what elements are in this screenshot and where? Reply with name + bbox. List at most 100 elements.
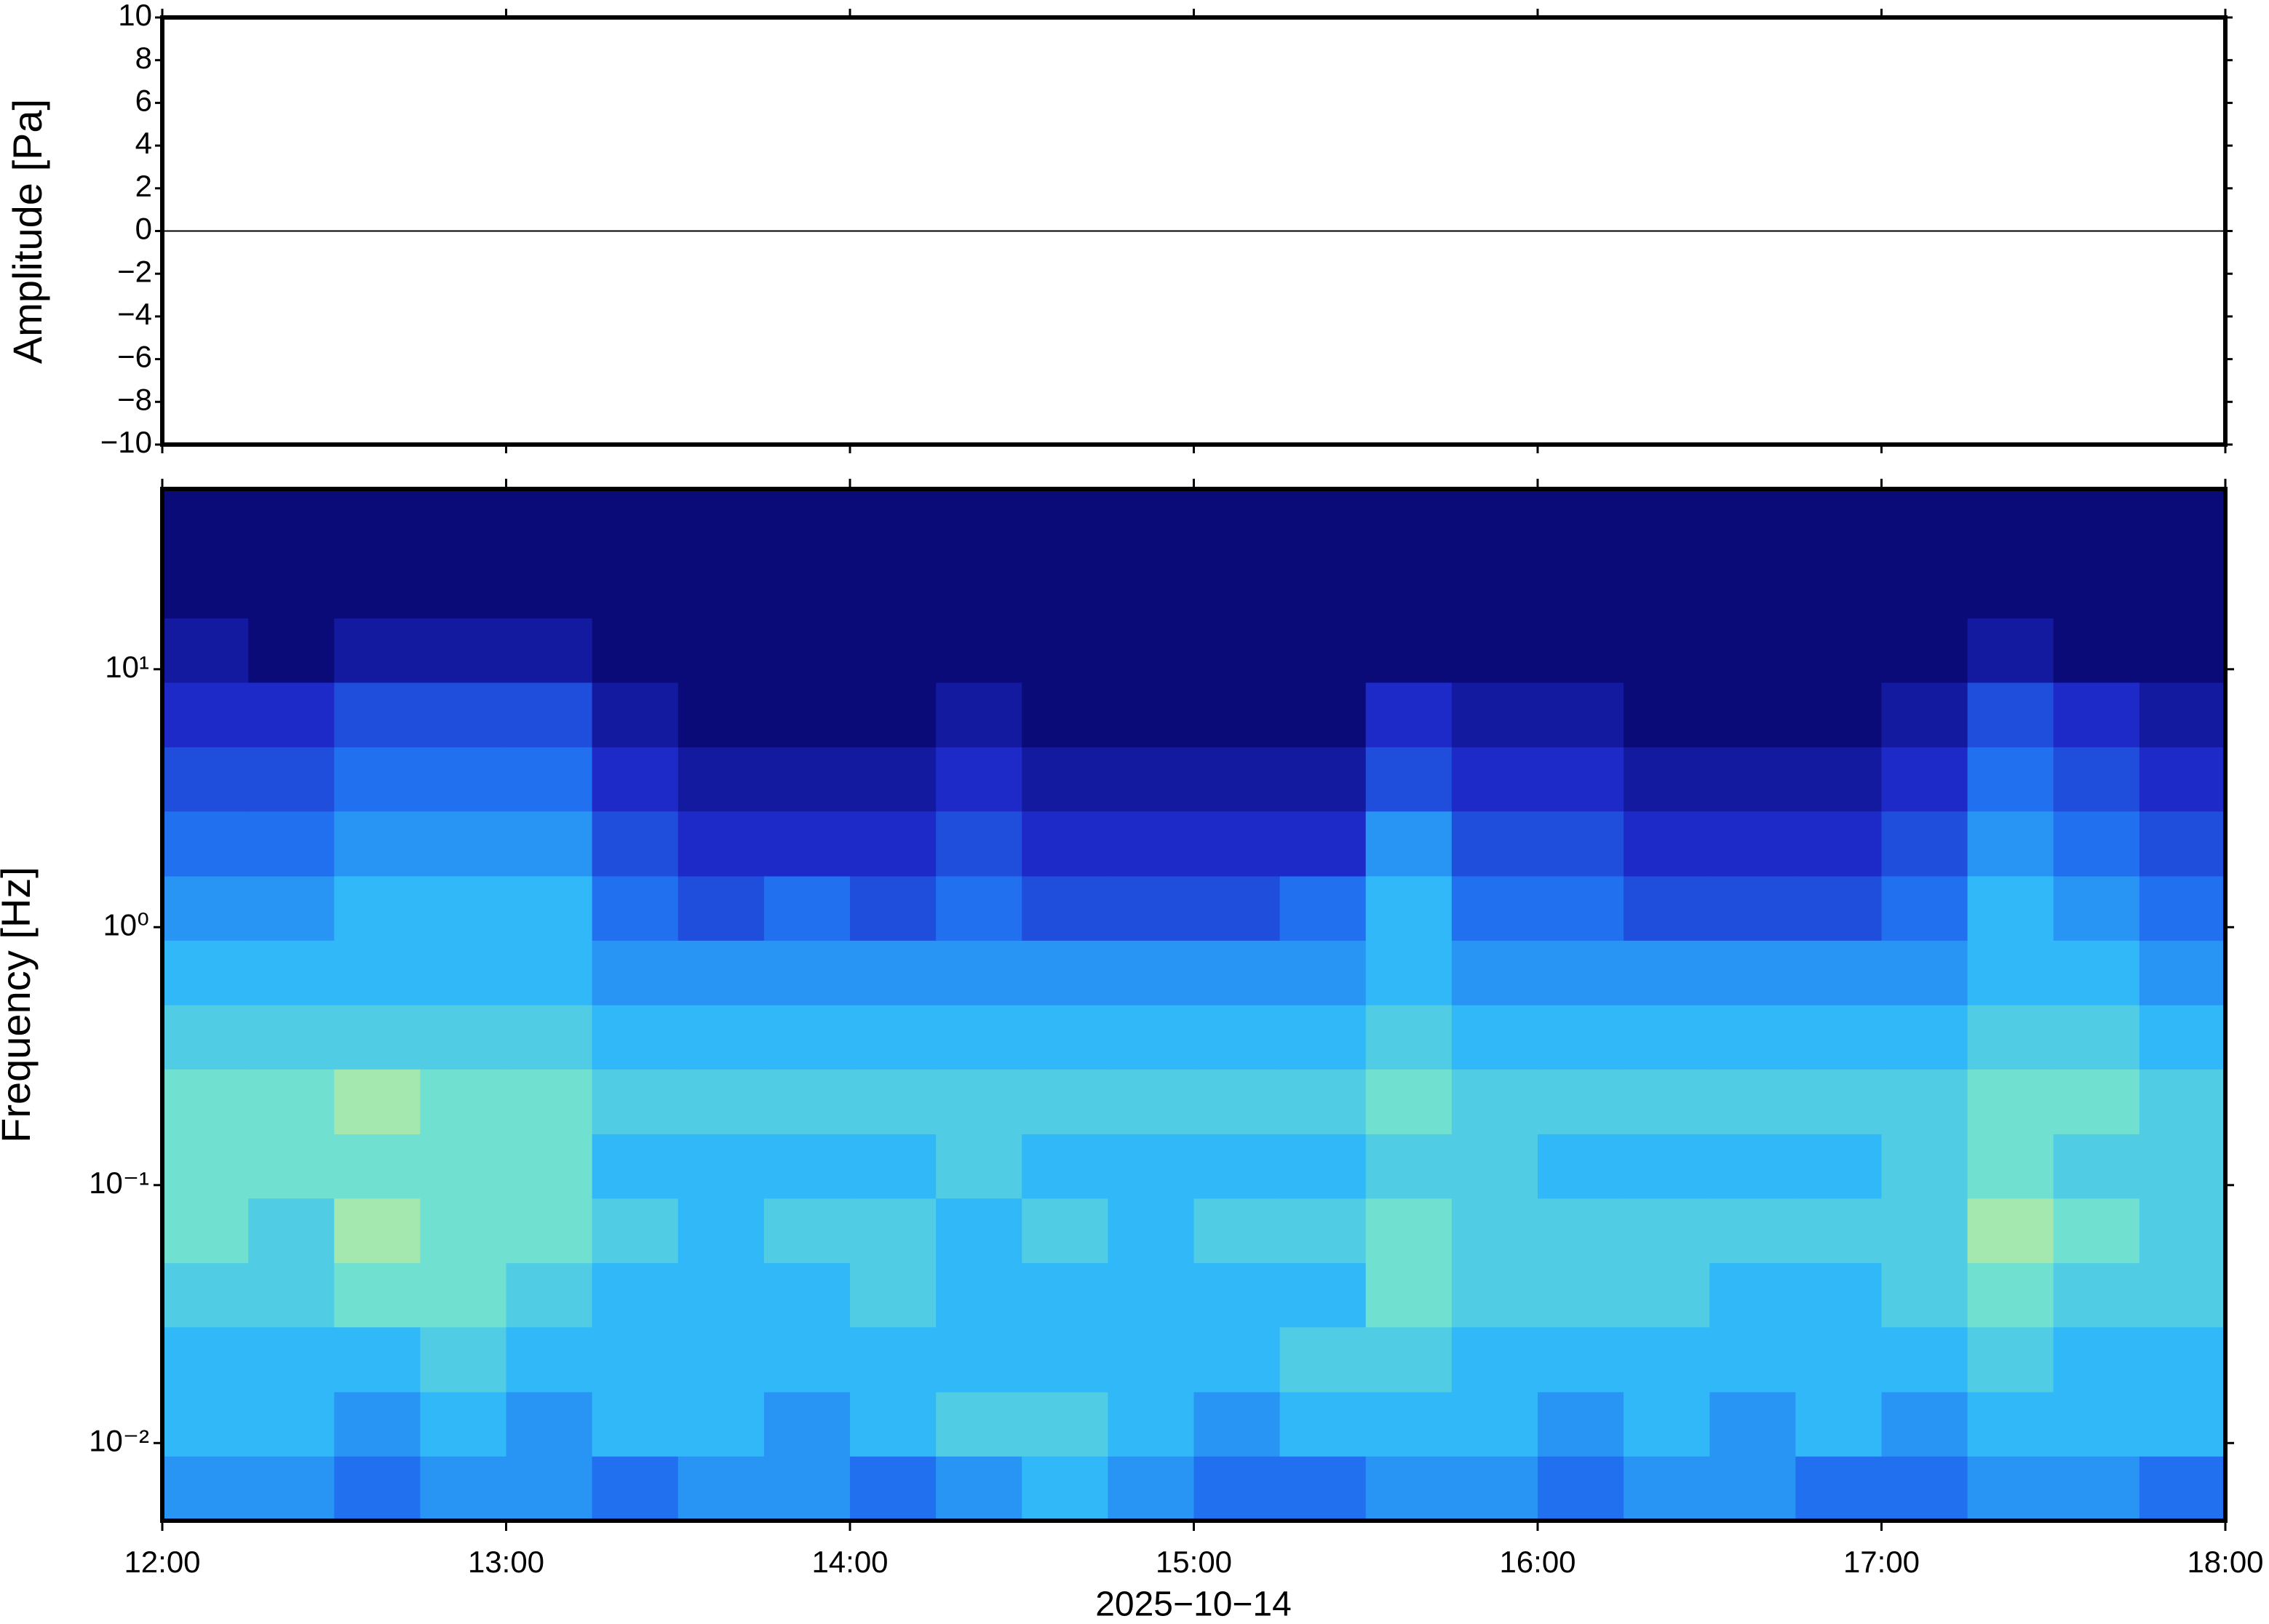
spectrogram-cell	[162, 489, 249, 554]
spectrogram-cell	[506, 682, 593, 748]
spectrogram-cell	[850, 747, 937, 812]
spectrogram-cell	[1881, 1198, 1968, 1264]
spectrogram-cell	[1279, 682, 1367, 748]
spectrogram-cell	[592, 1134, 679, 1199]
spectrogram-cell	[1967, 553, 2054, 618]
spectrogram-cell	[1279, 811, 1367, 877]
spectrogram-cell	[677, 1391, 765, 1457]
spectrogram-cell	[1967, 1005, 2054, 1070]
spectrogram-cell	[1709, 811, 1796, 877]
spectrogram-cell	[850, 618, 937, 683]
spectrogram-cell	[2053, 1326, 2140, 1393]
spectrogram-cell	[1451, 1134, 1538, 1199]
spectrogram-cell	[850, 875, 937, 941]
spectrogram-cell	[1451, 747, 1538, 812]
spectrogram-cell	[162, 1069, 249, 1134]
spectrogram-cell	[1624, 811, 1710, 877]
spectrogram-cell	[1795, 875, 1883, 941]
spectrogram-cell	[1451, 1326, 1538, 1393]
spectrogram-cell	[2139, 1134, 2226, 1199]
x-tick-label: 13:00	[468, 1545, 544, 1579]
spectrogram-cell	[506, 940, 593, 1006]
spectrogram-cell	[936, 747, 1022, 812]
spectrogram-cell	[1365, 1134, 1453, 1199]
spectrogram-cell	[936, 682, 1022, 748]
spectrogram-cell	[1365, 1198, 1453, 1264]
x-tick-label: 17:00	[1843, 1545, 1920, 1579]
spectrogram-cell	[1967, 1069, 2054, 1134]
spectrogram-cell	[506, 1326, 593, 1393]
spectrogram-cell	[1022, 1326, 1108, 1393]
spectrogram-cell	[850, 1005, 937, 1070]
y-tick-label: −6	[117, 340, 152, 374]
spectrogram-cell	[420, 1326, 507, 1393]
spectrogram-cell	[936, 489, 1022, 554]
spectrogram-cell	[1022, 553, 1108, 618]
spectrogram-cell	[1193, 489, 1281, 554]
spectrogram-cell	[1709, 489, 1796, 554]
spectrogram-cell	[1451, 811, 1538, 877]
spectrogram-cell	[677, 811, 765, 877]
spectrogram-cell	[1022, 1069, 1108, 1134]
spectrogram-cell	[1624, 1198, 1710, 1264]
spectrogram-cell	[1193, 1326, 1281, 1393]
spectrogram-cell	[2053, 1134, 2140, 1199]
x-tick-label: 15:00	[1156, 1545, 1232, 1579]
spectrogram-cell	[1193, 553, 1281, 618]
spectrogram-cell	[592, 811, 679, 877]
spectrogram-cell	[1193, 1134, 1281, 1199]
spectrogram-cell	[592, 747, 679, 812]
spectrogram-cell	[1538, 875, 1624, 941]
spectrogram-cell	[1881, 1069, 1968, 1134]
spectrogram-cell	[592, 489, 679, 554]
spectrogram-cell	[1022, 1391, 1108, 1457]
spectrogram-cell	[1108, 682, 1195, 748]
spectrogram-cell	[1624, 682, 1710, 748]
spectrogram-cell	[936, 1005, 1022, 1070]
spectrogram-cell	[763, 1262, 851, 1328]
spectrogram-cell	[592, 875, 679, 941]
spectrogram-cell	[850, 682, 937, 748]
spectrogram-cell	[162, 940, 249, 1006]
spectrogram-cell	[334, 875, 421, 941]
spectrogram-cell	[1193, 747, 1281, 812]
spectrogram-cell	[1709, 1456, 1796, 1521]
spectrogram-cell	[162, 553, 249, 618]
spectrogram-cell	[1881, 553, 1968, 618]
spectrogram-cell	[420, 682, 507, 748]
spectrogram-cell	[2053, 940, 2140, 1006]
spectrogram-cell	[1451, 682, 1538, 748]
spectrogram-cell	[506, 875, 593, 941]
spectrogram-cell	[592, 1391, 679, 1457]
spectrogram-cell	[162, 875, 249, 941]
spectrogram-cell	[763, 1456, 851, 1521]
spectrogram-cell	[1279, 1069, 1367, 1134]
spectrogram-cell	[936, 1134, 1022, 1199]
spectrogram-cell	[1624, 1456, 1710, 1521]
spectrogram-cell	[334, 811, 421, 877]
spectrogram-cell	[162, 747, 249, 812]
spectrogram-cell	[1193, 1391, 1281, 1457]
spectrogram-cell	[1795, 489, 1883, 554]
spectrogram-cell	[936, 1391, 1022, 1457]
spectrogram-cell	[1279, 1005, 1367, 1070]
spectrogram-cell	[1795, 553, 1883, 618]
spectrogram-cell	[1193, 1005, 1281, 1070]
spectrogram-cell	[334, 1005, 421, 1070]
spectrogram-cell	[1795, 1262, 1883, 1328]
y-tick-label: 6	[135, 83, 152, 117]
spectrogram-cell	[936, 1326, 1022, 1393]
spectrogram-cell	[1709, 1069, 1796, 1134]
spectrogram-cell	[1967, 682, 2054, 748]
spectrogram-cell	[1451, 553, 1538, 618]
x-tick-label: 16:00	[1499, 1545, 1575, 1579]
spectrogram-cell	[1538, 618, 1624, 683]
spectrogram-cell	[506, 1005, 593, 1070]
spectrogram-cell	[936, 1262, 1022, 1328]
spectrogram-cell	[677, 1005, 765, 1070]
spectrogram-cell	[1108, 747, 1195, 812]
spectrogram-cell	[334, 489, 421, 554]
spectrogram-cell	[2139, 875, 2226, 941]
spectrogram-cell	[1022, 1262, 1108, 1328]
spectrogram-cell	[162, 1391, 249, 1457]
